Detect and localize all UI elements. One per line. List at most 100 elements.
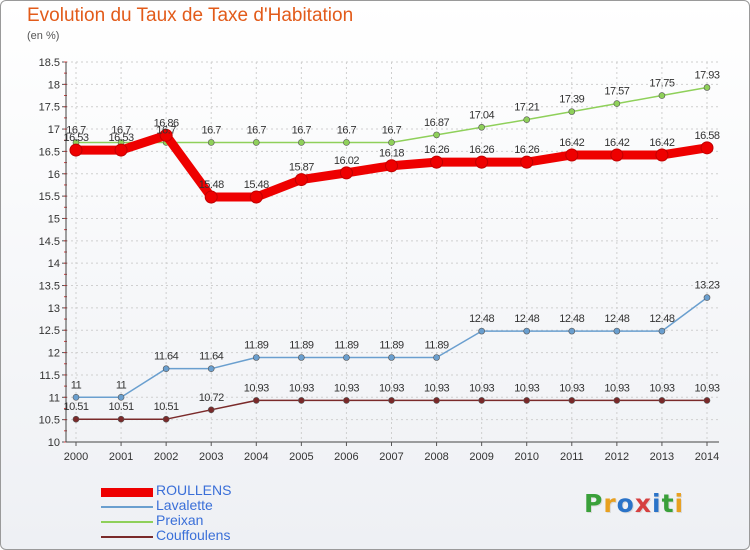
legend-label: ROULLENS <box>156 482 232 498</box>
data-point <box>249 190 263 204</box>
data-point <box>343 354 350 361</box>
data-label: 16.53 <box>63 132 88 144</box>
y-tick-label: 11 <box>49 392 60 404</box>
data-label: 15.48 <box>199 179 224 191</box>
data-label: 12.48 <box>649 313 674 325</box>
y-tick-label: 12 <box>48 348 60 360</box>
data-point <box>207 406 215 414</box>
data-label: 11.89 <box>244 340 269 352</box>
data-label: 16.87 <box>424 117 449 129</box>
y-tick-label: 12.5 <box>39 325 60 337</box>
y-tick-label: 16 <box>48 169 60 181</box>
data-label: 16.7 <box>292 124 312 136</box>
data-label: 10.93 <box>514 382 539 394</box>
data-label: 16.7 <box>111 124 131 136</box>
data-label: 12.48 <box>469 313 494 325</box>
data-point <box>613 327 621 335</box>
data-label: 16.7 <box>66 124 86 136</box>
y-tick-label: 17 <box>48 124 60 136</box>
data-label: 10.93 <box>649 382 674 394</box>
x-tick-label: 2006 <box>334 451 358 463</box>
unit-label: (en %) <box>27 30 60 42</box>
data-point <box>655 148 669 162</box>
data-label: 11.89 <box>334 340 359 352</box>
data-point <box>159 128 173 142</box>
data-label: 10.51 <box>109 401 134 413</box>
data-point <box>523 116 531 123</box>
data-label: 16.18 <box>379 148 404 160</box>
data-point <box>162 365 170 372</box>
x-tick-label: 2004 <box>244 451 268 463</box>
data-point <box>117 393 125 401</box>
legend-swatch <box>101 536 153 538</box>
logo-letter: r <box>603 489 617 518</box>
data-point <box>294 173 308 187</box>
data-label: 10.93 <box>379 382 404 394</box>
data-label: 10.93 <box>469 382 494 394</box>
data-point <box>72 393 80 401</box>
y-tick-label: 13.5 <box>39 281 60 293</box>
x-tick-label: 2013 <box>650 451 674 463</box>
data-label: 16.7 <box>202 124 222 136</box>
data-point <box>433 354 440 361</box>
data-label: 10.93 <box>424 382 449 394</box>
data-point <box>252 397 260 404</box>
data-label: 13.23 <box>694 280 719 292</box>
logo-letter: x <box>634 489 652 518</box>
proxiti-logo: Proxiti <box>584 489 684 518</box>
data-label: 16.53 <box>109 132 134 144</box>
data-point <box>703 84 711 91</box>
data-label: 16.7 <box>382 124 402 136</box>
data-point <box>430 155 444 169</box>
x-tick-label: 2012 <box>605 451 629 463</box>
x-tick-label: 2007 <box>379 451 403 463</box>
data-label: 11.89 <box>379 340 404 352</box>
data-point <box>298 139 305 146</box>
data-label: 12.48 <box>604 313 629 325</box>
data-label: 11.64 <box>154 351 179 363</box>
data-label: 17.04 <box>469 109 494 121</box>
data-point <box>114 143 128 157</box>
y-tick-label: 14 <box>48 258 60 270</box>
data-point <box>252 354 260 361</box>
data-label: 16.26 <box>514 144 539 156</box>
data-label: 17.39 <box>559 94 584 106</box>
y-tick-label: 18 <box>48 79 60 91</box>
data-label: 10.93 <box>604 382 629 394</box>
data-label: 15.87 <box>289 162 314 174</box>
data-point <box>703 294 711 301</box>
data-label: 11 <box>116 379 127 391</box>
y-tick-label: 13 <box>48 303 60 315</box>
data-label: 10.72 <box>199 392 224 404</box>
data-label: 16.86 <box>154 117 179 129</box>
y-tick-label: 14.5 <box>39 236 60 248</box>
x-tick-label: 2010 <box>514 451 538 463</box>
data-point <box>478 397 485 404</box>
data-point <box>520 155 534 169</box>
y-tick-label: 11.5 <box>39 370 60 382</box>
data-label: 10.93 <box>244 382 269 394</box>
data-point <box>433 131 440 139</box>
legend-label: Couffoulens <box>156 527 231 543</box>
y-tick-label: 10.5 <box>39 415 60 427</box>
data-label: 16.02 <box>334 155 359 167</box>
data-label: 10.51 <box>63 401 88 413</box>
y-tick-label: 17.5 <box>39 102 60 114</box>
data-point <box>204 190 218 204</box>
legend-swatch <box>101 521 153 523</box>
data-label: 17.21 <box>514 102 539 114</box>
data-label: 16.7 <box>247 124 267 136</box>
logo-letter: o <box>616 489 635 518</box>
data-point <box>388 397 395 404</box>
data-point <box>658 92 666 99</box>
x-tick-label: 2011 <box>560 451 584 463</box>
data-point <box>343 397 350 404</box>
data-label: 17.75 <box>649 78 674 90</box>
chart-title: Evolution du Taux de Taxe d'Habitation <box>27 5 354 26</box>
data-point <box>523 327 531 335</box>
data-label: 11.64 <box>199 351 224 363</box>
data-point <box>388 354 395 361</box>
data-point <box>162 415 170 423</box>
data-point <box>339 166 353 180</box>
x-tick-label: 2002 <box>154 451 178 463</box>
